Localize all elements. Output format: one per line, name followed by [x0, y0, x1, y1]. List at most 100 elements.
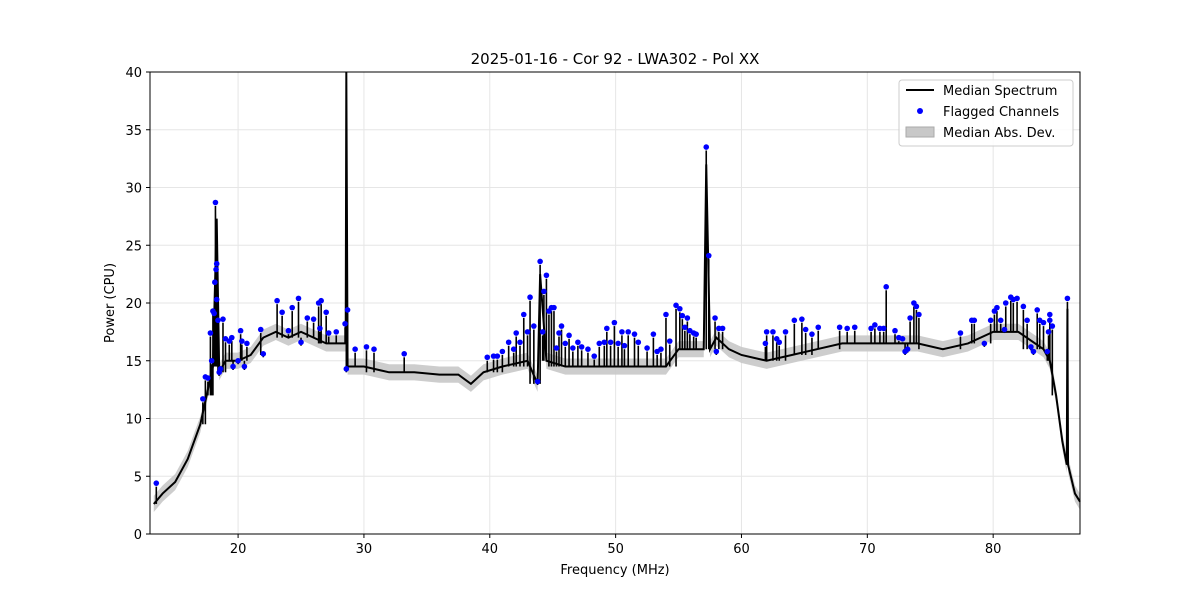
y-ticks: 0 5 10 15 20 25 30 35 40 — [125, 66, 150, 543]
flagged-channel-point — [607, 339, 614, 346]
flagged-channel-point — [215, 317, 221, 324]
flagged-channel-point — [298, 339, 304, 346]
flagged-channel-point — [658, 346, 664, 353]
flagged-channel-point — [872, 322, 878, 328]
flagged-channel-point — [153, 480, 160, 486]
flagged-channel-point — [682, 324, 688, 331]
flagged-channel-point — [553, 345, 560, 351]
legend-median: Median Spectrum — [943, 84, 1057, 99]
flagged-channel-point — [228, 334, 235, 341]
flagged-channel-point — [684, 315, 691, 321]
y-tick-label: 40 — [125, 66, 142, 81]
flagged-channel-point — [650, 331, 657, 337]
flagged-channel-point — [851, 324, 858, 331]
x-axis-label: Frequency (MHz) — [560, 563, 669, 578]
legend-point-swatch — [917, 108, 923, 114]
flagged-channel-point — [401, 351, 408, 357]
flagged-channel-point — [902, 348, 908, 355]
x-tick-label: 80 — [985, 542, 1002, 557]
flagged-channel-point — [279, 309, 285, 316]
flagged-channel-point — [570, 345, 576, 351]
flagged-channel-point — [791, 317, 798, 324]
flagged-channel-point — [1045, 329, 1052, 335]
flagged-channel-point — [551, 304, 557, 311]
y-tick-label: 20 — [125, 297, 142, 312]
flagged-channel-point — [802, 326, 809, 333]
flagged-channel-point — [527, 294, 533, 301]
flagged-channel-point — [673, 302, 679, 309]
flagged-channel-point — [591, 353, 598, 359]
flagged-channel-point — [611, 319, 618, 326]
flagged-channel-point — [604, 325, 610, 332]
flagged-channel-point — [957, 330, 964, 336]
flagged-channel-point — [517, 339, 523, 346]
flagged-channel-point — [836, 324, 843, 331]
flagged-channel-point — [534, 378, 541, 385]
flagged-channel-point — [713, 348, 720, 355]
legend-band-swatch — [905, 126, 935, 138]
flagged-channel-point — [596, 340, 603, 347]
flagged-channel-point — [213, 296, 220, 303]
flagged-channel-point — [211, 310, 217, 317]
flagged-channel-point — [575, 339, 581, 346]
flagged-channel-point — [539, 329, 546, 335]
flagged-channel-point — [1024, 317, 1030, 324]
flagged-channel-point — [333, 329, 340, 335]
flagged-channel-point — [241, 363, 248, 370]
x-tick-label: 20 — [230, 542, 247, 557]
flagged-channel-point — [295, 295, 302, 302]
chart-title: 2025-01-16 - Cor 92 - LWA302 - Pol XX — [471, 50, 760, 68]
flagged-channel-point — [274, 297, 280, 304]
flagged-channel-point — [719, 325, 726, 332]
flagged-channel-point — [531, 323, 537, 329]
flagged-channel-point — [212, 279, 218, 286]
flagged-channel-point — [343, 366, 350, 372]
flagged-channel-point — [1034, 307, 1041, 313]
flagged-channel-point — [220, 316, 226, 322]
x-tick-label: 50 — [607, 542, 624, 557]
flagged-channel-point — [200, 396, 206, 402]
flagged-channel-point — [663, 311, 669, 318]
flagged-channel-point — [524, 329, 531, 335]
flagged-channel-point — [601, 339, 608, 346]
flagged-channel-point — [1044, 348, 1051, 355]
flagged-channel-point — [566, 332, 572, 339]
flagged-channel-point — [799, 316, 805, 322]
x-tick-label: 70 — [859, 542, 876, 557]
flagged-channel-point — [776, 339, 783, 346]
flagged-channel-point — [342, 320, 348, 327]
flagged-channel-point — [537, 258, 543, 265]
flagged-channel-point — [244, 340, 250, 347]
flagged-channel-point — [1030, 348, 1037, 355]
flagged-channel-point — [625, 329, 632, 335]
flagged-channel-point — [844, 325, 850, 332]
flagged-channel-point — [310, 316, 317, 322]
flagged-channel-point — [1028, 344, 1034, 350]
flagged-channel-point — [325, 330, 332, 336]
flagged-channel-point — [344, 307, 351, 313]
flagged-channel-point — [484, 354, 491, 361]
legend-flagged: Flagged Channels — [943, 105, 1059, 120]
flagged-channel-point — [352, 346, 358, 353]
flagged-channel-point — [207, 330, 214, 336]
x-tick-label: 40 — [482, 542, 499, 557]
flagged-channel-point — [916, 311, 922, 318]
flagged-channel-point — [213, 260, 220, 267]
flagged-channel-point — [578, 344, 585, 350]
flagged-channel-point — [997, 317, 1004, 324]
flagged-channel-point — [677, 305, 683, 312]
flagged-channel-point — [1020, 303, 1027, 310]
flagged-channel-point — [513, 330, 520, 336]
flagged-channel-point — [679, 312, 686, 319]
flagged-channel-point — [520, 311, 527, 318]
median-line — [153, 71, 1081, 505]
flagged-channel-point — [994, 304, 1000, 311]
flagged-channel-point — [644, 345, 650, 351]
flagged-channel-point — [510, 346, 517, 353]
flagged-channel-point — [1002, 300, 1009, 306]
flagged-channel-point — [363, 344, 370, 350]
flagged-channel-point — [619, 329, 625, 335]
x-tick-label: 60 — [733, 542, 750, 557]
flagged-channel-point — [260, 351, 267, 357]
